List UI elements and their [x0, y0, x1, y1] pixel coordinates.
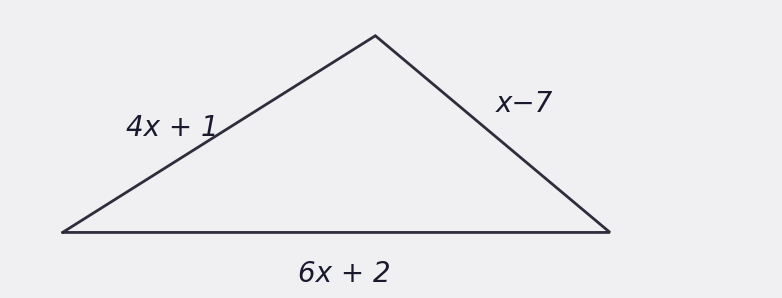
Text: 4x + 1: 4x + 1: [126, 114, 218, 142]
Text: x−7: x−7: [495, 90, 553, 118]
Text: 6x + 2: 6x + 2: [298, 260, 390, 288]
